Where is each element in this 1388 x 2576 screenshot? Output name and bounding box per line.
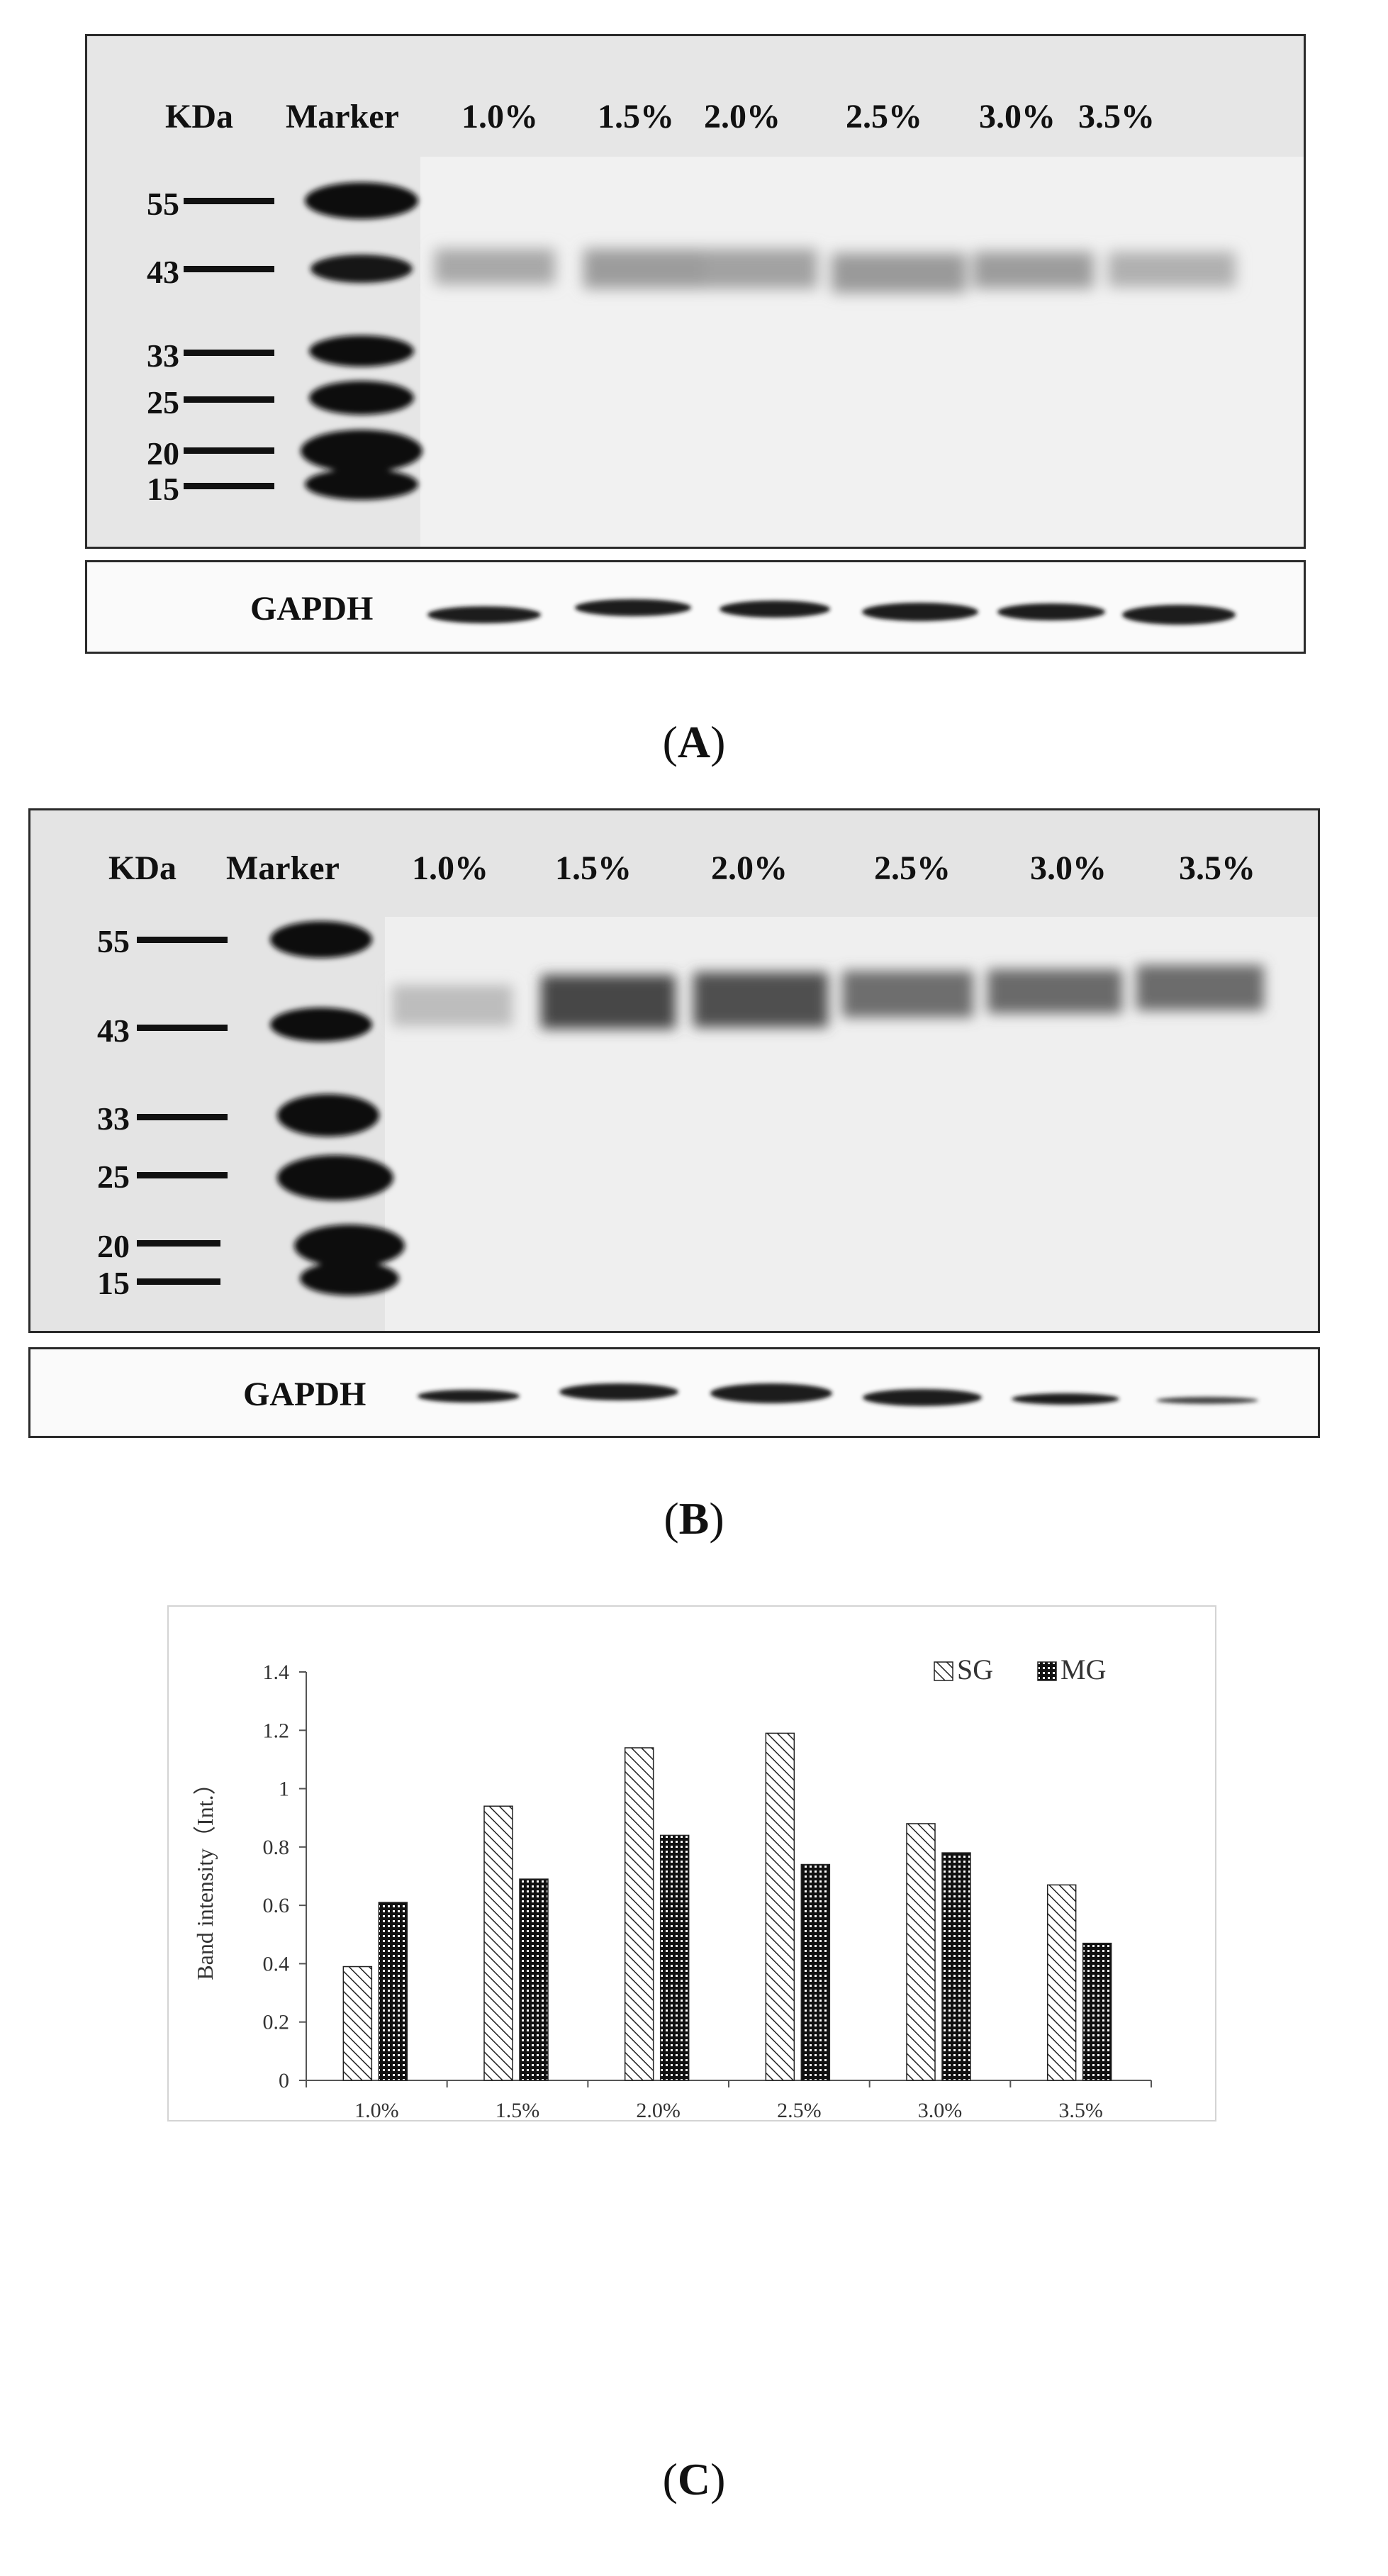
blot-b-gapdh: GAPDH [28, 1347, 1320, 1438]
blot-a-main: KDa Marker 1.0% 1.5% 2.0% 2.5% 3.0% 3.5%… [85, 34, 1306, 549]
band-intensity-chart: 0 0.2 0.4 0.6 0.8 1 1.2 1.4 1.0% 1.5% 2.0% 2.5% 3.0%… [192, 1654, 1152, 2120]
kda-tick [184, 266, 274, 272]
y-tick-label: 1.2 [263, 1719, 290, 1742]
x-tick-label: 2.5% [777, 2099, 822, 2120]
kda-value: 20 [97, 1228, 130, 1264]
lane-label: 1.5% [598, 98, 674, 135]
bar-mg [941, 1852, 971, 2081]
legend-swatch-mg [1037, 1661, 1057, 1681]
marker-ladder-b [270, 921, 405, 1295]
kda-value: 25 [147, 384, 179, 420]
lane-label: 3.5% [1179, 849, 1255, 887]
y-tick-label: 1.4 [263, 1661, 290, 1684]
legend-label-mg: MG [1060, 1654, 1106, 1685]
bar-sg [342, 1966, 373, 2081]
blot-b-background [30, 810, 1318, 1331]
chart-frame: 0 0.2 0.4 0.6 0.8 1 1.2 1.4 1.0% 1.5% 2.0% 2.5% 3.0%… [167, 1605, 1216, 2121]
kda-value: 55 [97, 923, 130, 959]
kda-value: 43 [147, 254, 179, 290]
x-tick-label: 1.5% [496, 2099, 540, 2120]
y-tick-label: 0.2 [263, 2011, 290, 2034]
kda-tick [184, 483, 274, 489]
kda-tick [184, 198, 274, 204]
kda-header: KDa [108, 849, 177, 887]
bar-sg [624, 1747, 654, 2081]
lane-label: 2.5% [874, 849, 951, 887]
gapdh-bands-a [427, 599, 1236, 625]
y-tick-label: 0.6 [263, 1894, 290, 1917]
kda-tick [137, 1114, 228, 1120]
lane-label: 2.0% [704, 98, 780, 135]
kda-value: 20 [147, 435, 179, 472]
lane-label: 3.5% [1078, 98, 1155, 135]
kda-tick [137, 937, 228, 943]
y-tick-label: 0.4 [263, 1952, 290, 1975]
bar-mg [1082, 1942, 1112, 2081]
bar-sg [1046, 1884, 1077, 2081]
lane-label: 1.5% [555, 849, 632, 887]
bar-mg [519, 1878, 549, 2081]
gapdh-bands-b [418, 1383, 1258, 1406]
y-tick-label: 0 [279, 2069, 289, 2092]
sample-bands-b [392, 965, 1264, 1029]
bar-sg [906, 1823, 936, 2081]
x-tick-label: 3.5% [1058, 2099, 1103, 2120]
caption-letter: A [677, 717, 711, 767]
kda-value: 25 [97, 1159, 130, 1195]
blot-b-main: KDa Marker 1.0% 1.5% 2.0% 2.5% 3.0% 3.5%… [28, 808, 1320, 1333]
kda-value: 15 [147, 471, 179, 507]
lane-label: 1.0% [461, 98, 538, 135]
bar-mg [659, 1834, 690, 2081]
panel-caption-a: (A) [662, 717, 726, 767]
gapdh-label: GAPDH [243, 1376, 366, 1413]
caption-letter: B [678, 1493, 710, 1544]
sample-bands-a [435, 249, 1236, 293]
lane-label: 3.0% [979, 98, 1056, 135]
kda-tick [184, 447, 274, 454]
kda-tick [184, 396, 274, 403]
y-axis-label: Band intensity（Int.） [192, 1772, 218, 1980]
bar-mg [800, 1863, 831, 2081]
lane-label: 2.5% [846, 98, 922, 135]
marker-header: Marker [226, 849, 340, 887]
bar-sg [483, 1805, 513, 2081]
blot-a-gapdh: GAPDH [85, 560, 1306, 654]
gapdh-label: GAPDH [250, 590, 374, 628]
kda-value: 15 [97, 1265, 130, 1301]
kda-tick [137, 1025, 228, 1031]
bar-sg [765, 1732, 795, 2081]
x-tick-label: 1.0% [354, 2099, 399, 2120]
kda-tick [184, 350, 274, 356]
y-tick-label: 1 [279, 1778, 289, 1801]
kda-header: KDa [165, 98, 233, 135]
blot-a-background [87, 36, 1304, 547]
kda-tick [137, 1278, 220, 1285]
marker-ladder-a [301, 182, 422, 500]
marker-header: Marker [286, 98, 399, 135]
x-tick-label: 2.0% [636, 2099, 681, 2120]
kda-tick [137, 1172, 228, 1178]
kda-tick [137, 1240, 220, 1247]
caption-letter: C [677, 2454, 711, 2504]
kda-value: 33 [147, 338, 179, 374]
lane-label: 1.0% [412, 849, 488, 887]
kda-value: 43 [97, 1013, 130, 1049]
y-tick-label: 0.8 [263, 1836, 290, 1859]
x-tick-label: 3.0% [918, 2099, 963, 2120]
legend-swatch-sg [934, 1661, 953, 1681]
panel-caption-b: (B) [664, 1493, 724, 1544]
kda-value: 55 [147, 186, 179, 222]
panel-caption-c: (C) [662, 2454, 726, 2504]
bar-mg [378, 1902, 408, 2081]
lane-label: 2.0% [711, 849, 788, 887]
lane-label: 3.0% [1030, 849, 1107, 887]
kda-value: 33 [97, 1100, 130, 1137]
legend-label-sg: SG [957, 1654, 993, 1685]
